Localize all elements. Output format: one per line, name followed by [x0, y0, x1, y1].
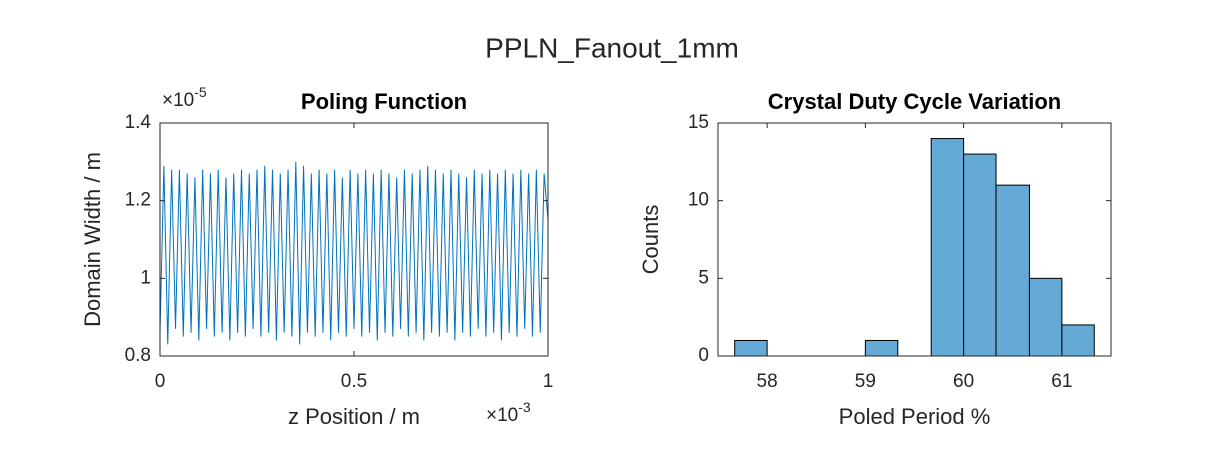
y-tick-label: 5: [698, 267, 709, 288]
multiplier-base: ×10: [486, 405, 518, 426]
y-tick-label: 1: [140, 267, 151, 288]
data-line: [159, 161, 549, 345]
bar: [1061, 324, 1095, 357]
multiplier-base: ×10: [162, 90, 194, 111]
y-tick-label: 15: [688, 112, 709, 133]
x-tick-label: 59: [855, 371, 876, 392]
y-axis-label: Counts: [638, 205, 663, 275]
axis-multiplier: ×10-5: [162, 84, 207, 111]
axes-title: Crystal Duty Cycle Variation: [768, 89, 1061, 114]
y-tick-label: 0.8: [125, 345, 151, 366]
bar: [963, 153, 997, 357]
x-tick-label: 0: [155, 371, 166, 392]
y-axis-label: Domain Width / m: [80, 152, 105, 327]
bar: [930, 138, 965, 357]
x-tick-label: 61: [1051, 371, 1072, 392]
y-tick-label: 1.4: [125, 112, 152, 133]
bar: [1028, 277, 1063, 357]
x-tick-label: 58: [757, 371, 778, 392]
axes-box: [717, 122, 1112, 357]
bar: [734, 339, 768, 357]
bar: [995, 184, 1030, 357]
y-tick-label: 1.2: [125, 190, 151, 211]
bar: [864, 339, 899, 357]
x-tick-label: 1: [543, 371, 554, 392]
y-tick-label: 0: [698, 345, 709, 366]
x-axis-label: z Position / m: [288, 404, 420, 429]
x-tick-label: 60: [953, 371, 974, 392]
x-tick-label: 0.5: [341, 371, 367, 392]
multiplier-exponent: -5: [194, 84, 207, 100]
axes-title: Poling Function: [301, 89, 467, 114]
x-axis-label: Poled Period %: [839, 404, 991, 429]
multiplier-exponent: -3: [518, 399, 531, 415]
y-tick-label: 10: [688, 190, 709, 211]
axis-multiplier: ×10-3: [486, 399, 531, 426]
figure-title: PPLN_Fanout_1mm: [485, 32, 739, 63]
